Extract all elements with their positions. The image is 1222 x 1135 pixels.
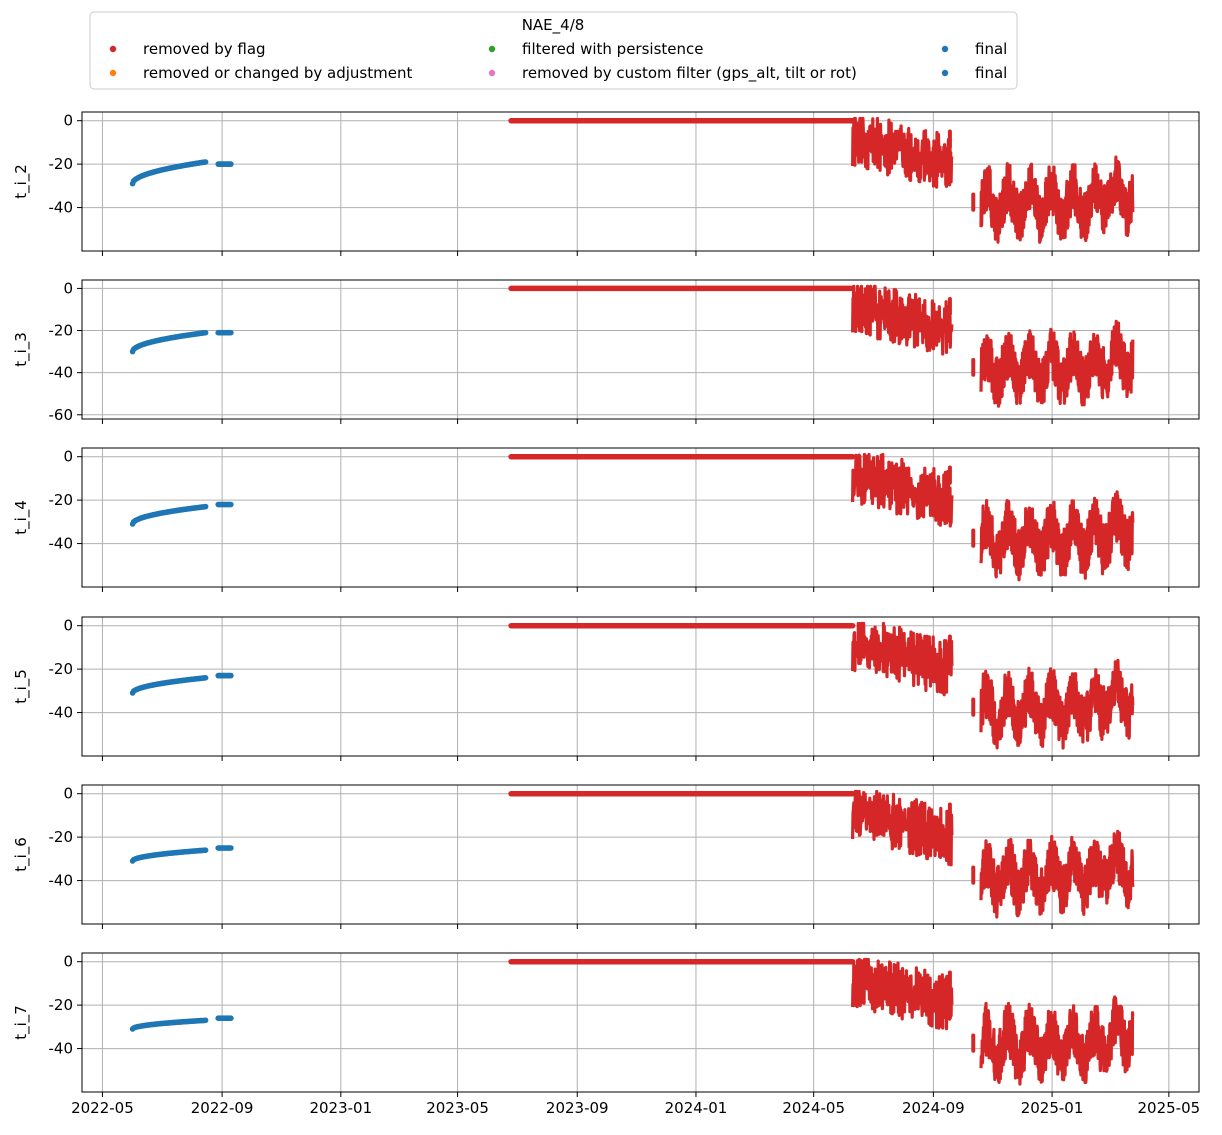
panel-frame [81,111,1200,252]
legend-frame [89,11,1018,90]
panel-0-series [129,116,1135,244]
final-point [202,847,209,853]
x-tick-label: 2025-01 [1021,1099,1084,1117]
y-tick-label: -20 [49,491,74,509]
final-point [202,675,209,681]
flag-series-winter [979,658,1135,750]
y-tick-label: 0 [63,448,73,466]
y-tick-label: -60 [49,406,74,424]
y-tick-label: -20 [49,155,74,173]
flag-series-summer [851,452,954,528]
panel-0: 0 -20 -40 t_i_2 [12,111,1200,256]
panel-5-series [129,957,1135,1086]
panel-3: 0 -20 -40 t_i_5 [12,616,1200,761]
legend-marker-1 [109,69,117,77]
y-tick-label: -20 [49,996,74,1014]
flag-series-winter [979,490,1135,582]
final-point [228,1015,234,1021]
y-tick-label: 0 [63,617,73,635]
legend-label-1: removed or changed by adjustment [143,64,412,82]
flag-series-winter [979,155,1135,244]
y-tick-label: -40 [49,872,74,890]
flag-series-winter [979,829,1135,919]
panel-1-series [129,284,1135,408]
y-tick-label: -20 [49,322,74,340]
y-tick-label: -40 [49,704,74,722]
panel-frame [81,952,1200,1093]
y-tick-label: 0 [63,112,73,130]
panel-2-series [129,452,1135,582]
y-tick-label: 0 [63,279,73,297]
legend-marker-0 [109,45,117,53]
final-point [202,329,209,336]
flag-series-winter [979,995,1135,1086]
y-tick-label: -40 [49,199,74,217]
final-point [228,845,234,851]
legend-marker-4 [941,45,949,53]
y-axis-label: t_i_7 [12,1005,31,1040]
final-point [228,329,234,336]
y-tick-label: -40 [49,535,74,553]
x-tick-label: 2024-01 [665,1099,728,1117]
y-tick-label: -20 [49,660,74,678]
legend-marker-2 [488,45,496,53]
flag-series-summer [851,116,954,189]
panel-frame [81,616,1200,757]
x-tick-label: 2025-05 [1137,1099,1200,1117]
legend-marker-5 [941,69,949,77]
final-point [202,503,209,510]
panel-4-series [129,789,1135,919]
y-axis-label: t_i_6 [12,837,31,872]
panel-4: 0 -20 -40 t_i_6 [12,784,1200,929]
flag-series-summer [851,621,954,697]
y-tick-label: 0 [63,785,73,803]
x-tick-label: 2024-05 [782,1099,845,1117]
final-point [228,672,234,679]
y-tick-label: -40 [49,1040,74,1058]
final-point [202,1017,209,1024]
x-tick-label: 2023-01 [309,1099,372,1117]
y-axis-label: t_i_5 [12,669,31,704]
y-tick-label: 0 [63,953,73,971]
panel-5: 0 -20 -40 2022-05 2022-09 2023-01 2023-05 2023-… [12,952,1200,1117]
y-axis-label: t_i_4 [12,500,31,535]
y-axis-label: t_i_2 [12,164,31,199]
panel-1: 0 -20 -40 -60 t_i_3 [12,279,1200,424]
panels: 0-20-40t_i_20-20-40-60t_i_30-20-40t_i_40… [12,111,1200,1117]
final-point [228,161,234,167]
flag-series-summer [851,789,954,867]
panel-frame [81,447,1200,588]
legend-label-5: final [975,64,1007,82]
panel-frame [81,279,1200,420]
final-point [228,501,234,508]
panel-3-series [129,621,1135,750]
x-tick-label: 2023-09 [546,1099,609,1117]
y-tick-label: -20 [49,828,74,846]
legend-label-4: final [975,40,1007,58]
final-point [202,159,209,165]
x-tick-label: 2022-05 [71,1099,134,1117]
x-tick-label: 2024-09 [902,1099,965,1117]
panel-frame [81,784,1200,925]
legend-label-2: filtered with persistence [522,40,703,58]
flag-series-summer [851,957,954,1031]
legend-label-3: removed by custom filter (gps_alt, tilt … [522,64,857,83]
x-tick-label: 2022-09 [191,1099,254,1117]
x-tick-label: 2023-05 [426,1099,489,1117]
flag-series-winter [979,319,1135,408]
panel-2: 0 -20 -40 t_i_4 [12,447,1200,592]
y-axis-label: t_i_3 [12,332,31,367]
legend-marker-3 [488,69,496,77]
legend-title: NAE_4/8 [522,16,585,35]
y-tick-label: -40 [49,364,74,382]
legend-label-0: removed by flag [143,40,266,58]
flag-series-summer [851,284,954,356]
